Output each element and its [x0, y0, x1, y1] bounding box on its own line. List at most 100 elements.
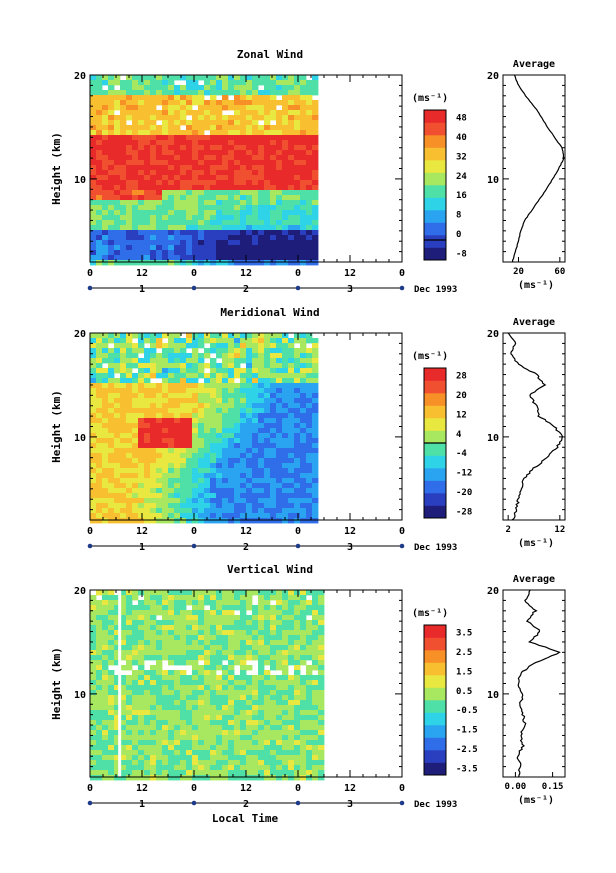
heatmap-cell: [162, 235, 169, 241]
heatmap-cell: [90, 205, 97, 211]
heatmap-cell: [138, 95, 145, 101]
heatmap-cell: [186, 438, 193, 444]
heatmap-cell: [174, 710, 181, 716]
heatmap-cell: [174, 690, 181, 696]
heatmap-cell: [132, 180, 139, 186]
heatmap-cell: [246, 675, 253, 681]
heatmap-cell: [276, 255, 283, 261]
heatmap-cell: [186, 388, 193, 394]
heatmap-cell: [180, 100, 187, 106]
heatmap-cell: [138, 225, 145, 231]
heatmap-cell: [90, 690, 97, 696]
heatmap-cell: [168, 160, 175, 166]
heatmap-cell: [162, 160, 169, 166]
heatmap-cell: [252, 685, 259, 691]
heatmap-cell: [210, 453, 217, 459]
heatmap-cell: [252, 423, 259, 429]
heatmap-cell: [270, 205, 277, 211]
heatmap-cell: [126, 140, 133, 146]
heatmap-cell: [246, 338, 253, 344]
heatmap-cell: [300, 235, 307, 241]
heatmap-cell: [120, 348, 127, 354]
heatmap-cell: [90, 215, 97, 221]
heatmap-cell: [120, 235, 127, 241]
heatmap-cell: [246, 85, 253, 91]
heatmap-cell: [306, 730, 313, 736]
heatmap-cell: [216, 640, 223, 646]
heatmap-cell: [300, 700, 307, 706]
heatmap-cell: [258, 225, 265, 231]
heatmap-cell: [306, 478, 313, 484]
heatmap-cell: [252, 220, 259, 226]
heatmap-cell: [252, 245, 259, 251]
heatmap-cell: [162, 125, 169, 131]
heatmap-cell: [270, 740, 277, 746]
heatmap-cell: [246, 378, 253, 384]
heatmap-cell: [204, 635, 211, 641]
heatmap-cell: [264, 338, 271, 344]
heatmap-cell: [186, 403, 193, 409]
heatmap-cell: [114, 483, 121, 489]
heatmap-cell: [312, 100, 319, 106]
heatmap-cell: [120, 135, 127, 141]
average-x-tick-label: 20: [513, 267, 524, 277]
heatmap-cell: [210, 225, 217, 231]
heatmap-cell: [312, 220, 319, 226]
heatmap-cell: [234, 180, 241, 186]
heatmap-cell: [240, 190, 247, 196]
heatmap-cell: [162, 388, 169, 394]
heatmap-cell: [108, 408, 115, 414]
heatmap-cell: [300, 230, 307, 236]
x-tick-label: 0: [295, 526, 301, 537]
heatmap-cell: [270, 115, 277, 121]
heatmap-cell: [102, 493, 109, 499]
day-tick-label: 2: [243, 799, 249, 810]
heatmap-cell: [156, 695, 163, 701]
heatmap-cell: [144, 453, 151, 459]
heatmap-cell: [222, 353, 229, 359]
heatmap-cell: [234, 483, 241, 489]
heatmap-cell: [264, 660, 271, 666]
heatmap-cell: [90, 155, 97, 161]
heatmap-cell: [264, 755, 271, 761]
heatmap-cell: [126, 338, 133, 344]
heatmap-cell: [204, 100, 211, 106]
heatmap-cell: [270, 100, 277, 106]
heatmap-cell: [246, 145, 253, 151]
heatmap-cell: [300, 130, 307, 136]
heatmap-cell: [294, 760, 301, 766]
heatmap-cell: [138, 625, 145, 631]
heatmap-cell: [114, 458, 121, 464]
heatmap-cell: [252, 363, 259, 369]
heatmap-cell: [174, 408, 181, 414]
heatmap-cell: [150, 750, 157, 756]
heatmap-cell: [186, 685, 193, 691]
colorbar-tick-label: 24: [456, 172, 467, 182]
heatmap-cell: [300, 448, 307, 454]
heatmap-cell: [198, 680, 205, 686]
heatmap-cell: [264, 393, 271, 399]
heatmap-cell: [222, 493, 229, 499]
heatmap-cell: [144, 765, 151, 771]
heatmap-cell: [192, 508, 199, 514]
heatmap-cell: [174, 675, 181, 681]
heatmap-cell: [258, 720, 265, 726]
heatmap-cell: [288, 660, 295, 666]
heatmap-cell: [120, 615, 127, 621]
heatmap-cell: [168, 620, 175, 626]
heatmap-cell: [120, 600, 127, 606]
heatmap-cell: [96, 438, 103, 444]
heatmap-cell: [204, 185, 211, 191]
heatmap-cell: [216, 165, 223, 171]
heatmap-cell: [300, 90, 307, 96]
average-title: Average: [513, 59, 555, 70]
heatmap-cell: [150, 473, 157, 479]
heatmap-cell: [222, 695, 229, 701]
heatmap-cell: [120, 730, 127, 736]
heatmap-cell: [96, 463, 103, 469]
heatmap-cell: [96, 373, 103, 379]
heatmap-cell: [162, 378, 169, 384]
heatmap-cell: [312, 720, 319, 726]
heatmap-cell: [198, 720, 205, 726]
heatmap-cell: [180, 473, 187, 479]
